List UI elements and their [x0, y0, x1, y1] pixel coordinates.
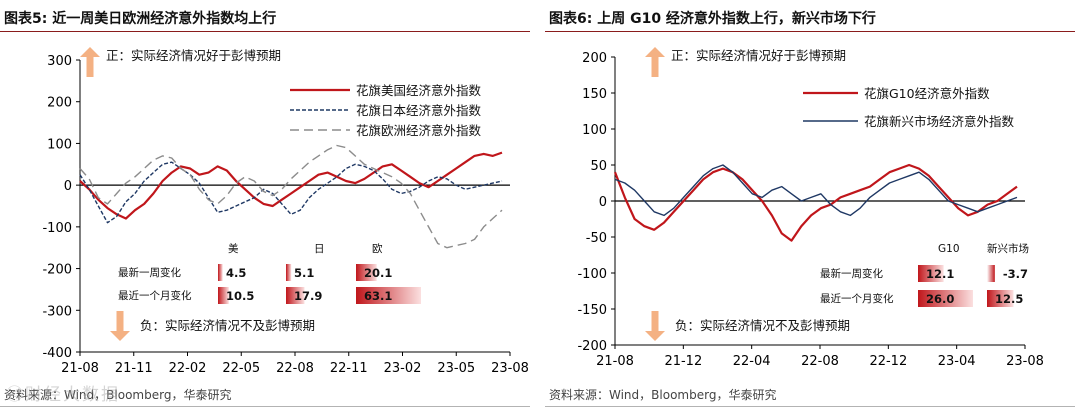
y-tick-label: 300 — [47, 54, 72, 69]
title-rule — [0, 31, 530, 32]
x-tick-label: 21-08 — [61, 361, 99, 376]
table-data-label: 20.1 — [364, 266, 392, 280]
x-tick-label: 22-11 — [330, 361, 368, 376]
y-tick-label: -100 — [42, 221, 72, 236]
x-tick-label: 21-12 — [664, 354, 702, 369]
table-column-header: 日 — [314, 243, 325, 255]
table-column-header: 新兴市场 — [987, 242, 1029, 255]
table-data-bar — [218, 287, 229, 304]
y-tick-label: 100 — [582, 123, 607, 138]
x-tick-label: 22-08 — [276, 361, 314, 376]
y-tick-label: -150 — [577, 303, 607, 318]
y-tick-label: 150 — [582, 87, 607, 102]
table-column-header: G10 — [938, 243, 960, 255]
y-tick-label: 50 — [590, 159, 607, 174]
x-tick-label: 21-11 — [115, 361, 153, 376]
up-arrow-icon — [645, 47, 665, 77]
table-data-bar — [987, 265, 995, 282]
table-row-label: 最近一个月变化 — [820, 292, 894, 305]
table-data-label: 26.0 — [926, 292, 954, 306]
table-data-label: 63.1 — [364, 289, 392, 303]
table-column-header: 美 — [228, 242, 239, 255]
x-tick-label: 22-05 — [222, 361, 260, 376]
table-data-label: 17.9 — [294, 289, 322, 303]
table-data-bar — [356, 264, 377, 281]
down-arrow-icon — [645, 311, 665, 341]
table-column-header: 欧 — [372, 243, 383, 255]
source-note: 资料来源：Wind，Bloomberg，华泰研究 — [549, 388, 777, 402]
x-tick-label: 23-02 — [384, 361, 422, 376]
y-tick-label: -200 — [577, 339, 607, 354]
negative-annotation: 负：实际经济情况不及彭博预期 — [140, 318, 315, 333]
series-line-0 — [79, 151, 503, 220]
down-arrow-icon — [110, 311, 130, 341]
x-tick-label: 23-08 — [1006, 354, 1044, 369]
up-arrow-icon — [80, 47, 100, 77]
table-row-label: 最新一周变化 — [820, 267, 883, 280]
source-note: 资料来源：Wind，Bloomberg，华泰研究 — [4, 388, 232, 402]
series-line-2 — [79, 144, 503, 249]
table-data-bar — [356, 287, 421, 304]
table-data-bar — [918, 265, 944, 282]
title-rule — [545, 31, 1075, 32]
table-data-bar — [286, 287, 305, 304]
legend-label: 花旗日本经济意外指数 — [356, 103, 482, 118]
chart-title: 图表5: 近一周美日欧洲经济意外指数均上行 — [4, 11, 277, 27]
y-tick-label: 0 — [599, 195, 607, 210]
x-tick-label: 23-05 — [437, 361, 475, 376]
bottom-rule — [0, 406, 530, 407]
y-tick-label: 0 — [64, 179, 72, 194]
positive-annotation: 正：实际经济情况好于彭博预期 — [671, 48, 846, 63]
x-tick-label: 21-08 — [596, 354, 634, 369]
watermark: ⓒ财经大数据 — [6, 385, 120, 405]
series-line-1 — [614, 164, 1018, 217]
y-tick-label: -50 — [586, 231, 607, 246]
legend-label: 花旗美国经济意外指数 — [356, 83, 482, 98]
x-tick-label: 22-02 — [169, 361, 207, 376]
bottom-rule — [545, 406, 1075, 407]
legend-label: 花旗欧洲经济意外指数 — [356, 123, 482, 138]
table-row-label: 最新一周变化 — [118, 266, 181, 279]
chart-panel-6: 图表6: 上周 G10 经济意外指数上行，新兴市场下行 200 150 100 50 0… — [545, 0, 1080, 415]
positive-annotation: 正：实际经济情况好于彭博预期 — [106, 48, 281, 63]
table-data-bar — [987, 290, 1014, 307]
legend-label: 花旗新兴市场经济意外指数 — [864, 114, 1015, 129]
table-data-bar — [286, 264, 292, 281]
y-tick-label: 100 — [47, 137, 72, 152]
series-line-1 — [79, 161, 503, 224]
y-tick-label: -200 — [42, 263, 72, 278]
y-tick-label: -400 — [42, 346, 72, 361]
chart-panel-5: 图表5: 近一周美日欧洲经济意外指数均上行 300 200 100 0 -100 -200… — [0, 0, 535, 415]
y-tick-label: 200 — [47, 96, 72, 111]
x-tick-label: 23-08 — [491, 361, 529, 376]
table-data-label: 10.5 — [226, 289, 254, 303]
table-data-bar — [218, 264, 223, 281]
table-row-label: 最近一个月变化 — [118, 289, 192, 302]
x-tick-label: 23-04 — [938, 354, 976, 369]
table-data-label: 5.1 — [294, 266, 314, 280]
y-tick-label: 200 — [582, 51, 607, 66]
x-tick-label: 22-08 — [801, 354, 839, 369]
table-data-label: 12.5 — [995, 292, 1023, 306]
legend-label: 花旗G10经济意外指数 — [864, 86, 990, 101]
y-tick-label: -100 — [577, 267, 607, 282]
x-tick-label: 22-04 — [733, 354, 771, 369]
negative-annotation: 负：实际经济情况不及彭博预期 — [675, 318, 850, 333]
table-data-bar — [918, 290, 973, 307]
table-data-label: 4.5 — [226, 266, 246, 280]
y-tick-label: -300 — [42, 304, 72, 319]
x-tick-label: 22-12 — [869, 354, 907, 369]
table-data-label: -3.7 — [1003, 267, 1028, 281]
table-data-label: 12.1 — [926, 267, 954, 281]
series-line-0 — [613, 163, 1018, 242]
chart-title: 图表6: 上周 G10 经济意外指数上行，新兴市场下行 — [549, 11, 876, 27]
